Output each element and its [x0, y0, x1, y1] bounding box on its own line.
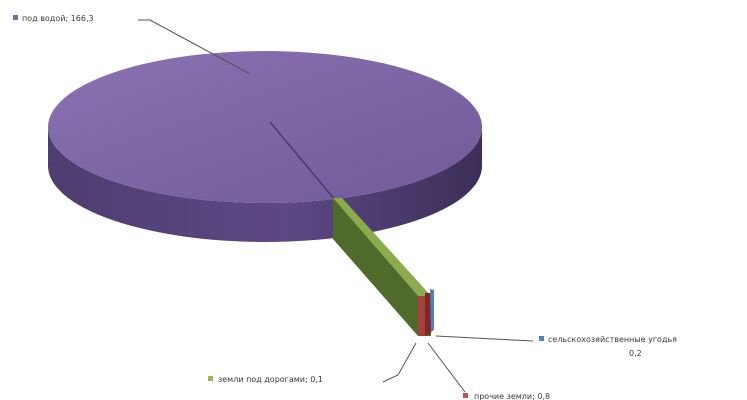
pie-slice-zemli-pod-dorogami — [333, 198, 431, 336]
label-value: 0,8 — [537, 392, 550, 400]
data-label-selskohozyaystvennye-ugodya: сельскохозяйственные угодья 0,2 — [539, 335, 677, 358]
svg-text:под водой; 166,3: под водой; 166,3 — [22, 14, 94, 23]
data-label-prochie-zemli: прочие земли; 0,8 — [463, 392, 550, 400]
leader-line-pod-vodoy — [138, 19, 251, 75]
svg-text:земли под дорогами; 0,1: земли под дорогами; 0,1 — [218, 375, 323, 384]
leader-line-zemli-pod-dorogami — [382, 342, 417, 383]
pie-slice-prochie-zemli-front — [425, 293, 431, 336]
legend-key-zemli-pod-dorogami — [208, 376, 213, 381]
pie-slice-prochie-zemli — [418, 296, 425, 336]
leader-line-prochie-zemli — [427, 342, 466, 393]
legend-key-prochie-zemli — [463, 393, 468, 398]
label-name: земли под дорогами — [218, 375, 305, 384]
leader-line-selskohozyaystvennye — [435, 335, 534, 342]
pie-slice-zemli-pod-dorogami-top — [333, 198, 431, 296]
pie-slice-pod-vodoy — [48, 51, 482, 203]
pie-slice-edge — [269, 121, 337, 202]
data-label-pod-vodoy: под водой; 166,3 — [13, 14, 94, 23]
legend-key-selskohozyaystvennye — [539, 336, 544, 341]
data-label-zemli-pod-dorogami: земли под дорогами; 0,1 — [208, 375, 323, 384]
label-value: 166,3 — [71, 14, 94, 23]
label-name: прочие земли — [474, 392, 532, 400]
label-name: под водой — [22, 14, 65, 23]
label-value: 0,2 — [629, 349, 642, 358]
pie-slice-side-pod-vodoy — [48, 127, 482, 242]
svg-text:прочие земли; 0,8: прочие земли; 0,8 — [474, 392, 550, 400]
legend-key-pod-vodoy — [13, 15, 18, 20]
pie-slice-selskohozyaystvennye-ugodya — [430, 289, 434, 332]
label-value: 0,1 — [310, 375, 323, 384]
label-name: сельскохозяйственные угодья — [548, 335, 677, 344]
